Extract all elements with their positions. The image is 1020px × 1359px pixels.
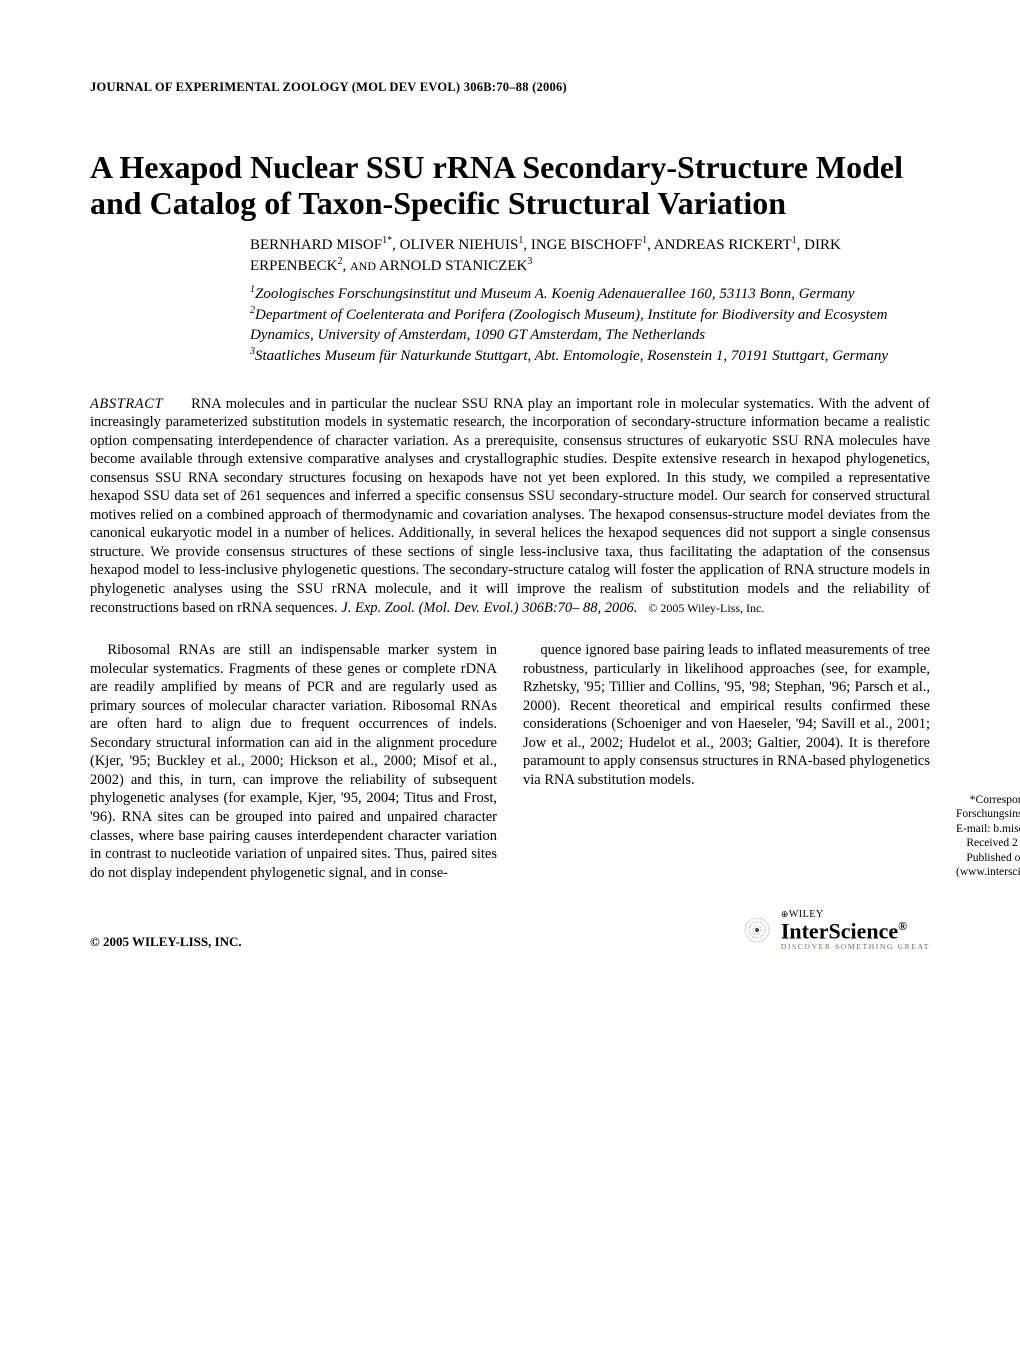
footnote-dates: Received 2 December 2004; Accepted 26 Ja… — [956, 836, 1020, 850]
publisher-logo: ⊕WILEY InterScience® DISCOVER SOMETHING … — [741, 910, 930, 950]
logo-interscience-text: InterScience® — [781, 920, 930, 942]
footnote-published: Published online 13 September 2005 in Wi… — [956, 851, 1020, 880]
copyright-line: © 2005 WILEY-LISS, INC. — [90, 935, 242, 950]
affiliation-2: 2Department of Coelenterata and Porifera… — [250, 304, 930, 345]
body-para-left: Ribosomal RNAs are still an indispensabl… — [90, 641, 497, 882]
running-head: JOURNAL OF EXPERIMENTAL ZOOLOGY (MOL DEV… — [90, 80, 930, 94]
abstract-label: ABSTRACT — [90, 396, 163, 412]
footnote-correspondence: *Correspondence to: Bernhard Misof, Abte… — [956, 793, 1020, 836]
affiliation-1: 1Zoologisches Forschungsinstitut und Mus… — [250, 283, 930, 305]
body-para-right: quence ignored base pairing leads to inf… — [523, 641, 930, 789]
swirl-icon — [741, 914, 773, 946]
affiliations: 1Zoologisches Forschungsinstitut und Mus… — [250, 283, 930, 367]
footnotes: *Correspondence to: Bernhard Misof, Abte… — [956, 781, 1020, 879]
affiliation-3: 3Staatliches Museum für Naturkunde Stutt… — [250, 345, 930, 367]
logo-tagline: DISCOVER SOMETHING GREAT — [781, 943, 930, 951]
article-title: A Hexapod Nuclear SSU rRNA Secondary-Str… — [90, 150, 930, 222]
author-list: BERNHARD MISOF1*, OLIVER NIEHUIS1, INGE … — [250, 234, 930, 277]
abstract-copyright: © 2005 Wiley-Liss, Inc. — [648, 601, 764, 615]
abstract-body: RNA molecules and in particular the nucl… — [90, 396, 930, 616]
page-footer: © 2005 WILEY-LISS, INC. ⊕WILEY InterScie… — [90, 910, 930, 950]
body-columns: Ribosomal RNAs are still an indispensabl… — [90, 641, 930, 882]
abstract-citation: J. Exp. Zool. (Mol. Dev. Evol.) 306B:70–… — [341, 600, 637, 616]
abstract: ABSTRACTRNA molecules and in particular … — [90, 395, 930, 618]
